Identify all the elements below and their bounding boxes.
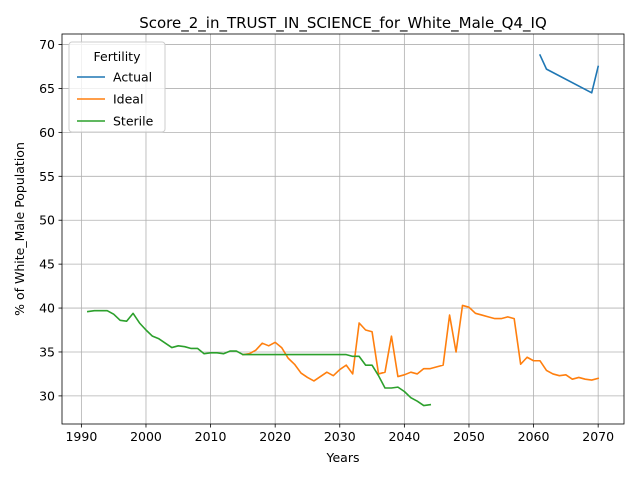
y-tick-label: 40: [39, 301, 55, 316]
y-tick-label: 70: [39, 37, 55, 52]
series-line-sterile: [86, 309, 432, 407]
legend-title: Fertility: [94, 49, 142, 64]
y-axis-title: % of White_Male Population: [12, 142, 27, 316]
x-tick-label: 2000: [130, 429, 162, 444]
chart-title: Score_2_in_TRUST_IN_SCIENCE_for_White_Ma…: [139, 14, 547, 33]
x-tick-label: 2070: [582, 429, 614, 444]
legend-label-actual: Actual: [113, 70, 152, 85]
x-tick-label: 2050: [453, 429, 485, 444]
y-tick-label: 60: [39, 125, 55, 140]
y-tick-label: 45: [39, 257, 55, 272]
x-axis-title: Years: [326, 450, 360, 465]
y-tick-label: 35: [39, 344, 55, 359]
x-tick-label: 2030: [324, 429, 356, 444]
y-tick-label: 65: [39, 81, 55, 96]
legend-label-ideal: Ideal: [113, 92, 143, 107]
grid: [62, 34, 624, 424]
legend-items: Actual Ideal Sterile: [77, 70, 154, 129]
y-tick-label: 30: [39, 388, 55, 403]
x-tick-label: 2060: [518, 429, 550, 444]
series-line-actual: [538, 54, 600, 94]
x-tick-label: 2020: [259, 429, 291, 444]
legend-label-sterile: Sterile: [113, 114, 154, 129]
x-tick-label: 2040: [388, 429, 420, 444]
legend-box: [68, 41, 166, 133]
series-lines: [86, 54, 600, 407]
plot-frame: [61, 33, 625, 425]
y-tick-label: 50: [39, 213, 55, 228]
x-tick-label: 1990: [65, 429, 97, 444]
legend: Fertility Actual Ideal Sterile: [68, 41, 166, 133]
y-tick-label: 55: [39, 169, 55, 184]
series-line-ideal: [241, 304, 600, 382]
axis-ticks: 1990 2000 2010 2020 2030 2040 2050 2060 2070 30 35…: [39, 37, 614, 444]
x-tick-label: 2010: [195, 429, 227, 444]
